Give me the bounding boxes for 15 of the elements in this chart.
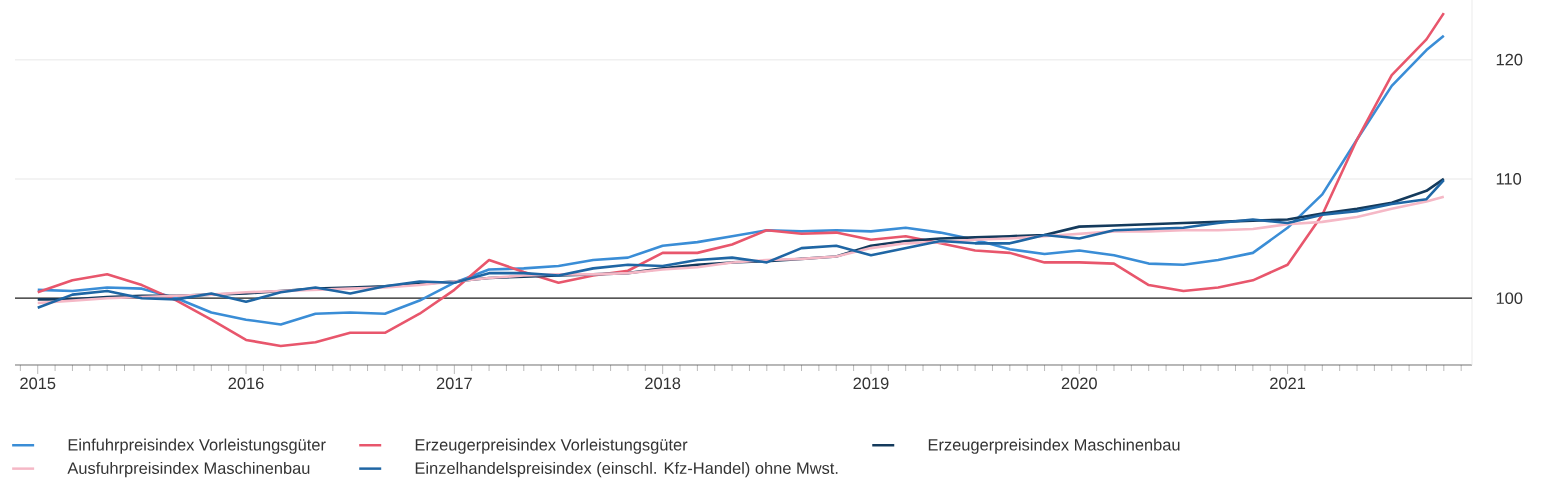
legend-label: Erzeugerpreisindex Maschinenbau	[928, 438, 1180, 454]
x-tick-label: 2016	[228, 377, 264, 390]
x-tick-label: 2021	[1270, 377, 1306, 390]
y-tick-label: 100	[1496, 292, 1523, 305]
x-tick-label: 2019	[853, 377, 889, 390]
y-tick-label: 120	[1496, 53, 1523, 66]
x-tick-label: 2018	[645, 377, 681, 390]
legend-label: Einzelhandelspreisindex (einschl. Kfz-Handel) ohne Mwst.	[415, 461, 838, 478]
y-tick-label: 110	[1496, 173, 1522, 185]
x-tick-label: 2020	[1061, 377, 1097, 390]
x-tick-label: 2017	[436, 377, 472, 390]
x-tick-label: 2015	[20, 377, 56, 390]
legend-label: Einfuhrpreisindex Vorleistungsgüter	[68, 438, 326, 454]
legend-label: Erzeugerpreisindex Vorleistungsgüter	[415, 438, 688, 454]
legend-label: Ausfuhrpreisindex Maschinenbau	[67, 461, 310, 478]
